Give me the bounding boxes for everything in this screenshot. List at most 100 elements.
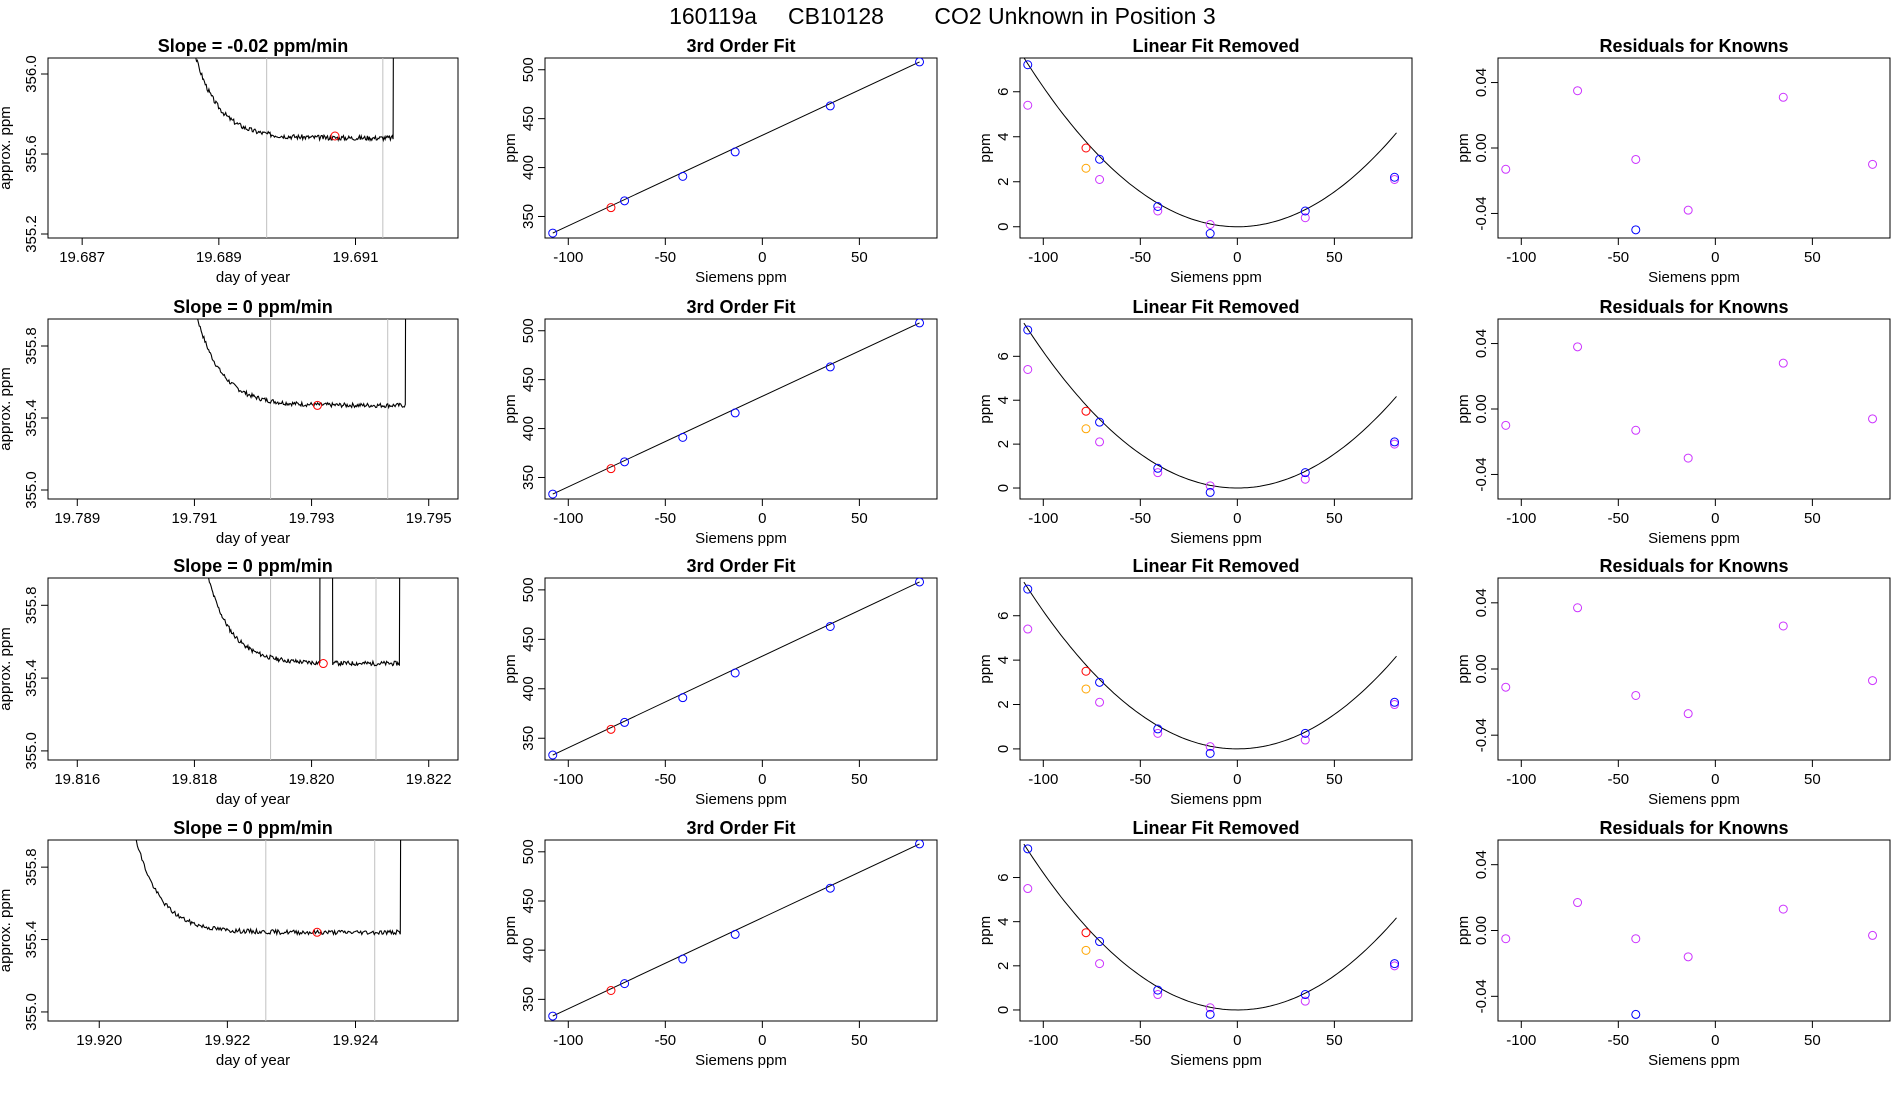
y-tick-label: 4 xyxy=(995,396,1012,404)
y-tick-label: 2 xyxy=(995,440,1012,448)
y-tick-label: 450 xyxy=(520,106,537,131)
panel-trace-row1: Slope = -0.02 ppm/min 19.687 19.689 19.691 3… xyxy=(0,36,459,286)
sample-point xyxy=(312,927,322,937)
plot-area xyxy=(197,319,407,499)
y-axis-label: approx. ppm xyxy=(0,627,14,710)
y-axis-label: ppm xyxy=(502,916,519,945)
blue-point xyxy=(1095,417,1105,427)
panel-trace-row3: Slope = 0 ppm/min 19.816 19.818 19.820 19.82… xyxy=(0,556,459,808)
plot-frame xyxy=(1019,577,1413,761)
blue-point xyxy=(1390,172,1400,182)
plot-frame xyxy=(1497,577,1891,761)
plot-frame xyxy=(544,318,938,500)
y-tick-label: 500 xyxy=(520,57,537,82)
x-axis-label: Siemens ppm xyxy=(695,1052,787,1069)
y-tick-label: 500 xyxy=(520,839,537,864)
residual-point xyxy=(1683,952,1693,962)
magenta-point xyxy=(1300,213,1310,223)
blue-residual-point xyxy=(1631,1009,1641,1019)
x-tick-label: -100 xyxy=(1506,249,1536,266)
residual-point xyxy=(1573,898,1583,908)
known-point xyxy=(678,693,688,703)
y-tick-label: -0.04 xyxy=(1473,718,1490,752)
panel-fit-row1: 3rd Order Fit -100 -50 0 50 350 400 450 500 Sieme… xyxy=(502,36,938,286)
panel-residuals-row2: Residuals for Knowns -100 -50 0 50 -0.04 0.00 0… xyxy=(1455,297,1891,547)
x-axis-label: Siemens ppm xyxy=(1170,1052,1262,1069)
x-tick-label: 0 xyxy=(1233,249,1241,266)
magenta-point xyxy=(1300,735,1310,745)
x-tick-label: 50 xyxy=(1326,249,1343,266)
known-point xyxy=(620,979,630,989)
x-tick-label: -100 xyxy=(1028,249,1058,266)
residual-curve xyxy=(1023,581,1397,750)
blue-point xyxy=(1300,468,1310,478)
y-tick-label: 500 xyxy=(520,577,537,602)
x-axis-label: Siemens ppm xyxy=(1648,791,1740,808)
plot-frame xyxy=(544,57,938,239)
magenta-point xyxy=(1153,468,1163,478)
fit-line xyxy=(552,843,920,1017)
orange-point xyxy=(1081,684,1091,694)
unknown-point xyxy=(606,203,616,213)
plot-frame xyxy=(1497,839,1891,1022)
x-tick-label: 50 xyxy=(851,771,868,788)
y-tick-label: -0.04 xyxy=(1473,457,1490,491)
y-tick-label: 0 xyxy=(995,1006,1012,1014)
y-axis-label: ppm xyxy=(1455,394,1472,423)
y-axis-label: ppm xyxy=(1455,133,1472,162)
ppm-trace xyxy=(197,319,407,410)
x-tick-label: 19.691 xyxy=(333,249,379,266)
blue-point xyxy=(1153,724,1163,734)
blue-point xyxy=(1300,990,1310,1000)
y-axis-label: ppm xyxy=(502,133,519,162)
x-tick-label: -50 xyxy=(1607,510,1629,527)
y-tick-label: 400 xyxy=(520,676,537,701)
x-tick-label: 50 xyxy=(1804,1032,1821,1049)
panel-title: Linear Fit Removed xyxy=(1132,297,1299,317)
x-tick-label: -50 xyxy=(1129,1032,1151,1049)
panel-title: Slope = 0 ppm/min xyxy=(173,818,333,838)
x-axis-label: Siemens ppm xyxy=(695,530,787,547)
y-tick-label: 400 xyxy=(520,938,537,963)
blue-point xyxy=(1095,154,1105,164)
y-tick-label: 355.8 xyxy=(23,327,40,365)
y-tick-label: -0.04 xyxy=(1473,196,1490,230)
known-point xyxy=(730,929,740,939)
magenta-point xyxy=(1095,697,1105,707)
residual-point xyxy=(1631,154,1641,164)
unknown-point xyxy=(606,986,616,996)
known-point xyxy=(730,668,740,678)
x-axis-label: day of year xyxy=(216,791,290,808)
blue-point xyxy=(1390,697,1400,707)
x-tick-label: -100 xyxy=(553,510,583,527)
x-tick-label: -100 xyxy=(1028,510,1058,527)
known-point xyxy=(825,362,835,372)
plot-frame xyxy=(1497,57,1891,239)
y-tick-label: 355.4 xyxy=(23,921,40,959)
plot-area xyxy=(1501,86,1878,235)
y-axis-label: ppm xyxy=(502,394,519,423)
known-point xyxy=(825,621,835,631)
magenta-point xyxy=(1023,364,1033,374)
blue-point xyxy=(1023,584,1033,594)
x-tick-label: -100 xyxy=(1506,771,1536,788)
known-point xyxy=(915,319,925,328)
panel-title: Residuals for Knowns xyxy=(1599,36,1788,56)
magenta-point xyxy=(1390,439,1400,449)
magenta-point xyxy=(1095,175,1105,184)
red-point xyxy=(1081,928,1091,938)
x-tick-label: -50 xyxy=(1607,249,1629,266)
panel-linear_removed-row2: Linear Fit Removed -100 -50 0 50 0 2 4 6 Siemens … xyxy=(977,297,1413,547)
x-tick-label: 50 xyxy=(851,249,868,266)
magenta-point xyxy=(1205,481,1215,491)
x-tick-label: 19.816 xyxy=(54,771,100,788)
orange-point xyxy=(1081,945,1091,955)
y-axis-label: ppm xyxy=(502,654,519,683)
magenta-point xyxy=(1205,1003,1215,1013)
plot-frame xyxy=(1019,57,1413,239)
panel-residuals-row3: Residuals for Knowns -100 -50 0 50 -0.04 0.00 0… xyxy=(1455,556,1891,808)
x-tick-label: 19.920 xyxy=(76,1032,122,1049)
plot-area xyxy=(1501,342,1878,463)
panel-linear_removed-row1: Linear Fit Removed -100 -50 0 50 0 2 4 6 Siemens … xyxy=(977,36,1413,286)
y-tick-label: 450 xyxy=(520,627,537,652)
